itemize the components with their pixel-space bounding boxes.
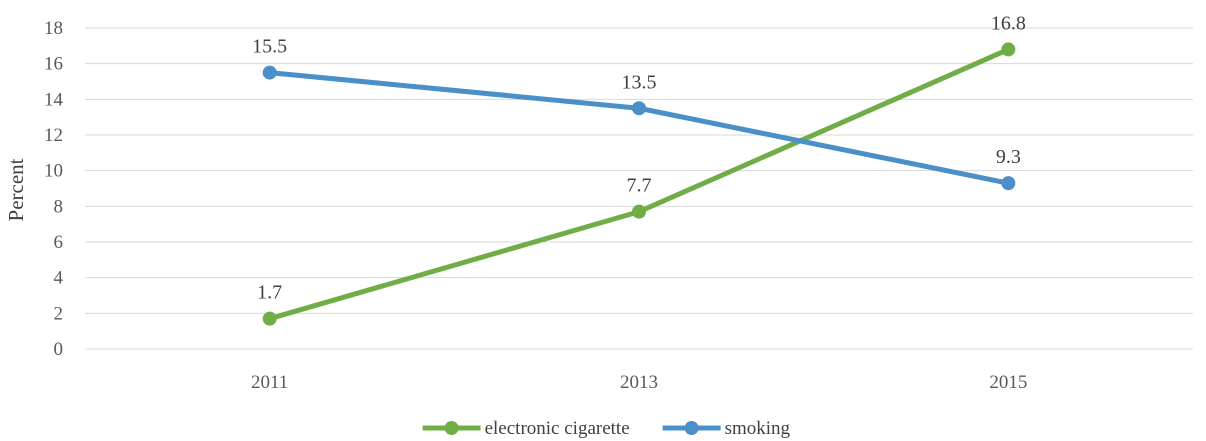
y-tick-label: 8 [54, 196, 64, 217]
legend-swatch-marker [444, 421, 459, 435]
x-axis-ticks: 2011 2013 2015 [251, 372, 1027, 393]
series-lines [262, 42, 1016, 326]
data-point [1001, 42, 1016, 57]
data-label: 16.8 [991, 12, 1026, 34]
legend-swatch-marker [684, 421, 699, 435]
y-tick-label: 12 [44, 125, 63, 146]
x-tick-label: 2013 [620, 372, 658, 393]
data-label: 7.7 [627, 175, 652, 197]
data-label: 13.5 [622, 71, 657, 93]
y-tick-label: 10 [44, 161, 63, 182]
y-axis-ticks: 0 2 4 6 8 10 12 14 16 18 [44, 18, 64, 360]
data-point [1001, 176, 1016, 191]
y-tick-label: 4 [54, 268, 64, 289]
x-tick-label: 2015 [989, 372, 1027, 393]
legend-item: electronic cigarette [422, 418, 630, 439]
y-tick-label: 2 [54, 303, 64, 324]
y-tick-label: 18 [44, 18, 63, 39]
y-tick-label: 14 [44, 89, 64, 110]
data-label: 9.3 [996, 146, 1021, 168]
data-label: 15.5 [252, 36, 287, 58]
legend: electronic cigarette smoking [422, 418, 791, 439]
data-point [262, 311, 277, 326]
y-tick-label: 16 [44, 54, 63, 75]
y-tick-label: 6 [54, 232, 64, 253]
data-labels: 1.7 7.7 16.8 15.5 13.5 9.3 [252, 12, 1026, 303]
data-point [632, 204, 646, 219]
legend-label: smoking [725, 418, 791, 439]
y-tick-label: 0 [54, 339, 64, 360]
data-point [632, 101, 646, 116]
legend-item: smoking [662, 418, 791, 439]
legend-label: electronic cigarette [485, 418, 630, 439]
data-point [262, 65, 277, 80]
data-label: 1.7 [257, 282, 282, 304]
y-axis-title: Percent [4, 158, 28, 221]
x-tick-label: 2011 [251, 372, 288, 393]
